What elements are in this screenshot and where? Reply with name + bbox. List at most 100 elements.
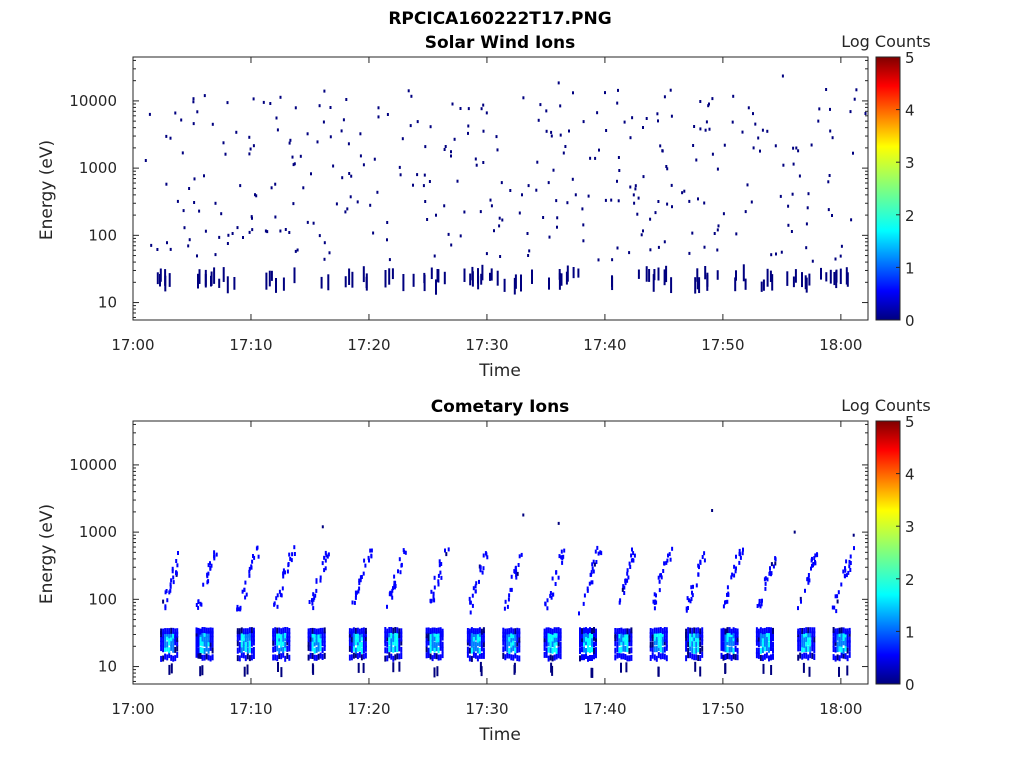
heatmap-cell — [663, 95, 666, 99]
heatmap-cell — [605, 129, 608, 132]
heatmap-cell — [577, 268, 580, 278]
heatmap-cell — [168, 664, 171, 675]
heatmap-cell — [307, 644, 310, 651]
colorbar-tick-label: 5 — [905, 49, 915, 67]
x-tick-label: 17:00 — [111, 336, 154, 354]
heatmap-cell — [278, 635, 281, 642]
plot-frame — [132, 56, 869, 321]
heatmap-cell — [547, 627, 550, 634]
heatmap-cell — [209, 565, 212, 570]
heatmap-cell — [698, 277, 701, 294]
heatmap-cell — [240, 647, 243, 654]
heatmap-cell — [722, 641, 725, 648]
heatmap-cell — [765, 652, 768, 659]
heatmap-cell — [831, 136, 834, 140]
heatmap-cell — [842, 635, 845, 641]
heatmap-cell — [356, 631, 359, 638]
heatmap-cell — [425, 627, 428, 634]
heatmap-cell — [450, 243, 453, 247]
heatmap-cell — [699, 628, 702, 635]
heatmap-cell — [360, 654, 363, 661]
heatmap-cell — [759, 604, 762, 609]
heatmap-cell — [437, 627, 440, 634]
heatmap-cell — [291, 552, 294, 557]
heatmap-cell — [555, 639, 558, 646]
heatmap-cell — [774, 557, 777, 562]
heatmap-cell — [248, 627, 251, 634]
heatmap-cell — [246, 641, 249, 648]
heatmap-cell — [586, 586, 589, 591]
heatmap-cell — [358, 578, 361, 583]
heatmap-cell — [192, 100, 195, 104]
heatmap-cell — [628, 635, 631, 642]
heatmap-cell — [284, 627, 287, 633]
heatmap-cell — [557, 652, 560, 659]
heatmap-cell — [703, 245, 706, 249]
heatmap-cell — [583, 593, 586, 598]
heatmap-cell — [286, 569, 289, 574]
heatmap-cell — [736, 628, 739, 635]
heatmap-cell — [251, 228, 254, 232]
heatmap-cell — [832, 646, 835, 652]
heatmap-cell — [254, 193, 256, 197]
heatmap-cell — [384, 631, 387, 638]
colorbar-tick-label: 4 — [905, 102, 915, 120]
heatmap-cell — [280, 667, 283, 678]
heatmap-cell — [166, 634, 169, 641]
heatmap-cell — [273, 601, 276, 606]
heatmap-cell — [429, 599, 432, 604]
heatmap-cell — [504, 632, 507, 639]
heatmap-cell — [649, 655, 652, 661]
heatmap-cell — [428, 180, 431, 183]
heatmap-cell — [508, 628, 511, 635]
heatmap-cell — [280, 628, 283, 635]
heatmap-cell — [545, 627, 548, 634]
heatmap-cell — [839, 254, 842, 258]
heatmap-cell — [284, 641, 287, 648]
heatmap-cell — [619, 598, 622, 603]
heatmap-cell — [386, 641, 389, 648]
heatmap-cell — [655, 593, 657, 598]
heatmap-cell — [733, 564, 736, 569]
heatmap-cell — [437, 647, 440, 654]
x-axis-label: Time — [478, 361, 521, 381]
heatmap-cell — [848, 627, 851, 634]
heatmap-cell — [755, 630, 758, 637]
heatmap-cell — [396, 646, 399, 653]
heatmap-cell — [165, 134, 168, 138]
colorbar-tick-label: 4 — [905, 466, 915, 484]
heatmap-cell — [399, 173, 402, 177]
heatmap-cell — [632, 551, 635, 556]
heatmap-cell — [356, 639, 359, 646]
heatmap-cell — [170, 578, 173, 583]
heatmap-cell — [732, 653, 735, 660]
heatmap-cell — [198, 269, 201, 284]
heatmap-cell — [741, 130, 744, 134]
heatmap-cell — [309, 628, 312, 634]
heatmap-cell — [398, 661, 401, 672]
heatmap-cell — [811, 635, 814, 642]
heatmap-cell — [761, 636, 764, 643]
solar-wind-panel: Solar Wind Ions Log Counts Time Energy (… — [37, 32, 931, 381]
heatmap-cell — [474, 157, 477, 161]
heatmap-cell — [807, 192, 810, 196]
heatmap-cell — [512, 639, 515, 646]
heatmap-cell — [623, 591, 626, 595]
heatmap-cell — [199, 646, 202, 653]
heatmap-cell — [439, 644, 442, 651]
heatmap-cell — [801, 641, 804, 648]
heatmap-cell — [722, 654, 725, 661]
heatmap-cell — [633, 553, 636, 558]
heatmap-cell — [591, 655, 593, 661]
heatmap-cell — [435, 627, 438, 634]
heatmap-cell — [807, 636, 810, 643]
heatmap-cell — [321, 640, 324, 647]
heatmap-cell — [624, 645, 627, 652]
heatmap-cell — [825, 272, 828, 282]
heatmap-cell — [201, 665, 204, 676]
heatmap-cell — [248, 573, 251, 578]
heatmap-cell — [595, 640, 597, 647]
heatmap-cell — [467, 107, 470, 111]
heatmap-cell — [280, 632, 283, 639]
heatmap-cell — [604, 91, 606, 95]
